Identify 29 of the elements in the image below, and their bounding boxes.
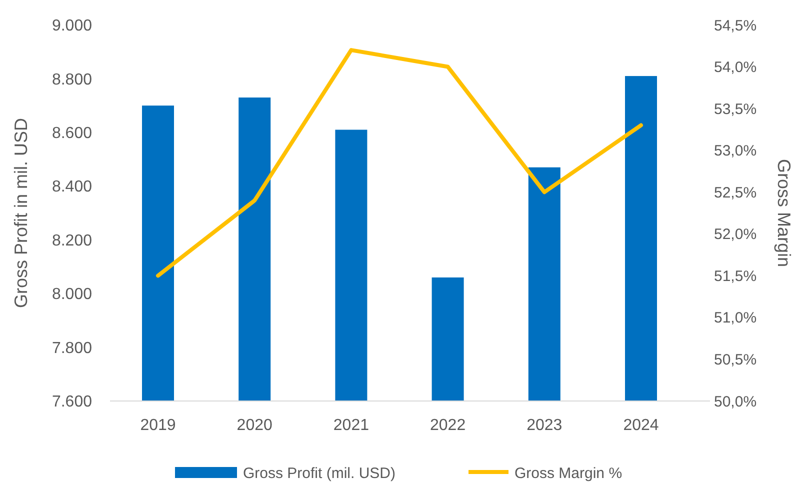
y2-tick-label: 54,5% [714,17,757,34]
y-tick-label: 8.800 [52,71,92,88]
y-tick-label: 8.600 [52,125,92,142]
y2-tick-label: 54,0% [714,59,757,76]
y-tick-label: 8.000 [52,286,92,304]
x-tick-label: 2020 [236,417,272,434]
y2-tick-label: 53,0% [714,142,757,160]
y2-tick-label: 52,0% [714,226,757,244]
x-tick-label: 2023 [526,417,562,434]
y2-tick-label: 50,0% [714,393,757,410]
y-tick-label: 7.600 [52,394,92,411]
x-tick-label: 2021 [333,417,370,434]
y-tick-label: 9.000 [52,18,92,35]
y-tick-label: 8.200 [52,232,92,250]
y-axis-title: Gross Profit in mil. USD [11,118,31,308]
x-tick-label: 2024 [623,417,659,434]
y2-axis-title: Gross Margin [774,158,794,268]
y-tick-label: 7.800 [52,340,92,357]
y2-tick-label: 50,5% [714,351,757,368]
y2-tick-label: 51,5% [714,268,757,285]
y2-tick-label: 51,0% [714,310,757,327]
legend-label: Gross Profit (mil. USD) [243,465,396,482]
y2-tick-label: 52,5% [714,184,757,202]
y2-tick-label: 53,5% [714,100,757,118]
y-tick-label: 8.400 [52,178,92,196]
line-series [156,48,643,278]
x-tick-label: 2019 [140,417,176,434]
legend-label: Gross Margin % [514,465,622,482]
x-tick-label: 2022 [430,417,466,434]
